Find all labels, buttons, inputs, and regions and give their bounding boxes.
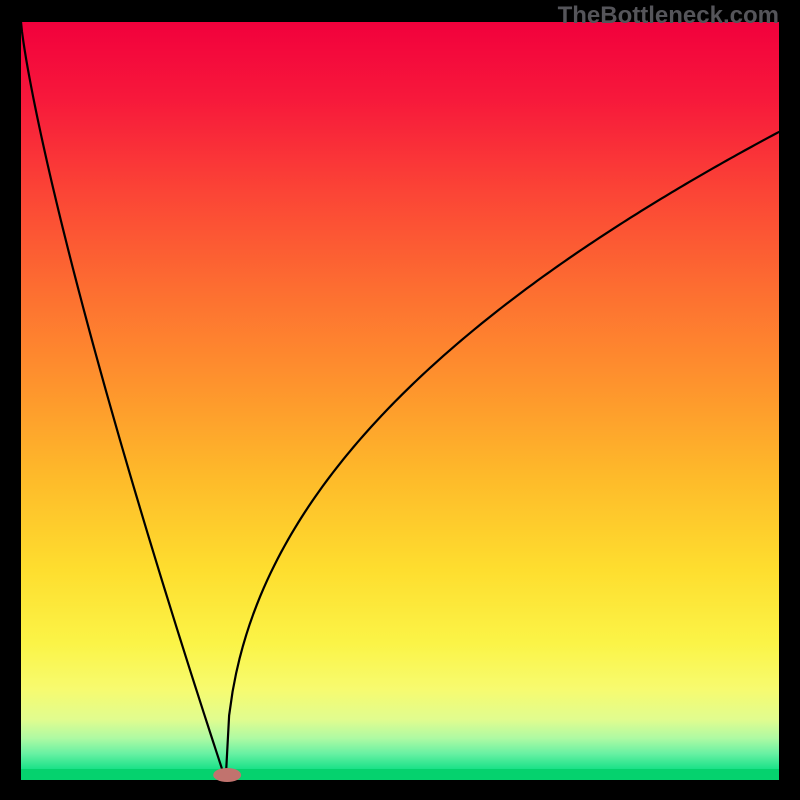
chart-container: TheBottleneck.com	[0, 0, 800, 800]
optimum-marker	[213, 768, 241, 782]
green-baseline-band	[21, 769, 779, 780]
gradient-background	[21, 22, 779, 780]
watermark-text: TheBottleneck.com	[558, 2, 779, 30]
chart-svg	[0, 0, 800, 800]
